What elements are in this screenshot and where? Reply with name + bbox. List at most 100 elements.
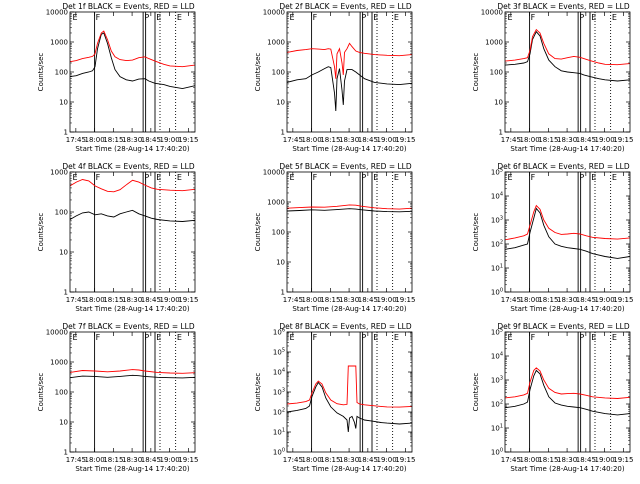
marker-label: E [508, 333, 513, 342]
x-tick-label: 18:30 [339, 136, 359, 144]
x-tick-label: 18:45 [358, 456, 378, 464]
y-tick-label: 1000 [485, 39, 503, 47]
x-tick-label: 19:00 [159, 136, 179, 144]
marker-label: E [156, 173, 161, 182]
x-tick-label: 19:15 [395, 296, 415, 304]
y-tick-label: 10000 [46, 329, 68, 337]
marker-label: P [144, 333, 149, 342]
x-axis-label: Start Time (28-Aug-14 17:40:20) [292, 465, 406, 473]
series-lld [505, 367, 630, 399]
x-tick-label: 18:00 [84, 296, 104, 304]
y-tick-label: 104 [273, 368, 285, 377]
y-tick-label: 101 [273, 428, 285, 437]
marker-label: F [96, 13, 101, 22]
x-tick-label: 18:15 [538, 296, 558, 304]
y-tick-label: 100 [491, 448, 503, 457]
marker-label: E [290, 173, 295, 182]
plot-frame [286, 331, 413, 453]
marker-label: E [73, 333, 78, 342]
x-tick-label: 18:45 [358, 296, 378, 304]
plot-frame [69, 171, 196, 293]
marker-label: E [373, 13, 378, 22]
x-tick-label: 18:15 [103, 456, 123, 464]
y-axis-label: Counts/sec [472, 213, 480, 252]
y-tick-label: 103 [491, 216, 503, 225]
series-events [287, 208, 412, 213]
y-tick-label: 10000 [263, 169, 285, 177]
plot-frame [286, 171, 413, 293]
marker-label: F [313, 173, 318, 182]
x-tick-label: 18:00 [519, 296, 539, 304]
marker-label: E [612, 333, 617, 342]
marker-label: E [290, 333, 295, 342]
panel-title: Det 1f BLACK = Events, RED = LLD [62, 2, 195, 11]
x-tick-label: 17:45 [501, 136, 521, 144]
y-axis-label: Counts/sec [37, 373, 45, 412]
x-tick-label: 18:00 [519, 456, 539, 464]
y-tick-label: 100 [273, 448, 285, 457]
marker-label: E [73, 13, 78, 22]
x-tick-label: 18:00 [519, 136, 539, 144]
x-tick-label: 19:15 [178, 136, 198, 144]
x-axis-label: Start Time (28-Aug-14 17:40:20) [75, 305, 189, 313]
marker-label: E [290, 13, 295, 22]
series-events [287, 66, 412, 112]
x-tick-label: 18:45 [141, 136, 161, 144]
series-lld [70, 30, 195, 68]
plot-frame [504, 171, 631, 293]
marker-label: P [144, 13, 149, 22]
marker-label: F [531, 13, 536, 22]
marker-label: P [144, 173, 149, 182]
y-tick-label: 101 [491, 264, 503, 273]
x-tick-label: 18:00 [84, 136, 104, 144]
y-tick-label: 1 [499, 129, 503, 137]
series-events [505, 369, 630, 416]
x-tick-label: 18:45 [141, 456, 161, 464]
y-tick-label: 100 [55, 69, 68, 77]
x-axis-label: Start Time (28-Aug-14 17:40:20) [75, 465, 189, 473]
x-tick-label: 17:45 [501, 456, 521, 464]
x-tick-label: 18:15 [320, 136, 340, 144]
x-tick-label: 18:30 [122, 296, 142, 304]
x-tick-label: 19:15 [395, 456, 415, 464]
y-tick-label: 106 [273, 328, 285, 337]
y-tick-label: 1 [64, 289, 68, 297]
y-tick-label: 10 [59, 99, 68, 107]
x-tick-label: 18:45 [141, 296, 161, 304]
marker-label: E [177, 173, 182, 182]
y-tick-label: 1000 [50, 169, 68, 177]
x-tick-label: 18:30 [339, 296, 359, 304]
y-tick-label: 10 [59, 249, 68, 257]
marker-label: E [177, 13, 182, 22]
x-tick-label: 17:45 [66, 136, 86, 144]
x-tick-label: 18:15 [103, 296, 123, 304]
y-tick-label: 104 [491, 352, 503, 361]
plot-frame [69, 331, 196, 453]
x-tick-label: 18:45 [576, 456, 596, 464]
marker-label: P [579, 173, 584, 182]
marker-label: P [579, 333, 584, 342]
marker-label: E [373, 173, 378, 182]
y-tick-label: 10 [276, 259, 285, 267]
x-tick-label: 18:30 [557, 296, 577, 304]
x-tick-label: 17:45 [501, 296, 521, 304]
x-tick-label: 19:00 [376, 456, 396, 464]
y-axis-label: Counts/sec [254, 53, 262, 92]
x-tick-label: 19:00 [376, 296, 396, 304]
y-tick-label: 105 [491, 328, 503, 337]
y-tick-label: 1000 [267, 199, 285, 207]
marker-label: E [156, 13, 161, 22]
y-tick-label: 102 [491, 240, 503, 249]
y-tick-label: 10 [59, 419, 68, 427]
x-axis-label: Start Time (28-Aug-14 17:40:20) [292, 145, 406, 153]
series-events [505, 30, 630, 82]
y-axis-label: Counts/sec [472, 373, 480, 412]
panel-title: Det 9f BLACK = Events, RED = LLD [497, 322, 630, 331]
x-tick-label: 19:00 [594, 296, 614, 304]
y-tick-label: 1000 [267, 39, 285, 47]
x-axis-label: Start Time (28-Aug-14 17:40:20) [75, 145, 189, 153]
marker-label: E [394, 333, 399, 342]
x-tick-label: 19:00 [159, 456, 179, 464]
